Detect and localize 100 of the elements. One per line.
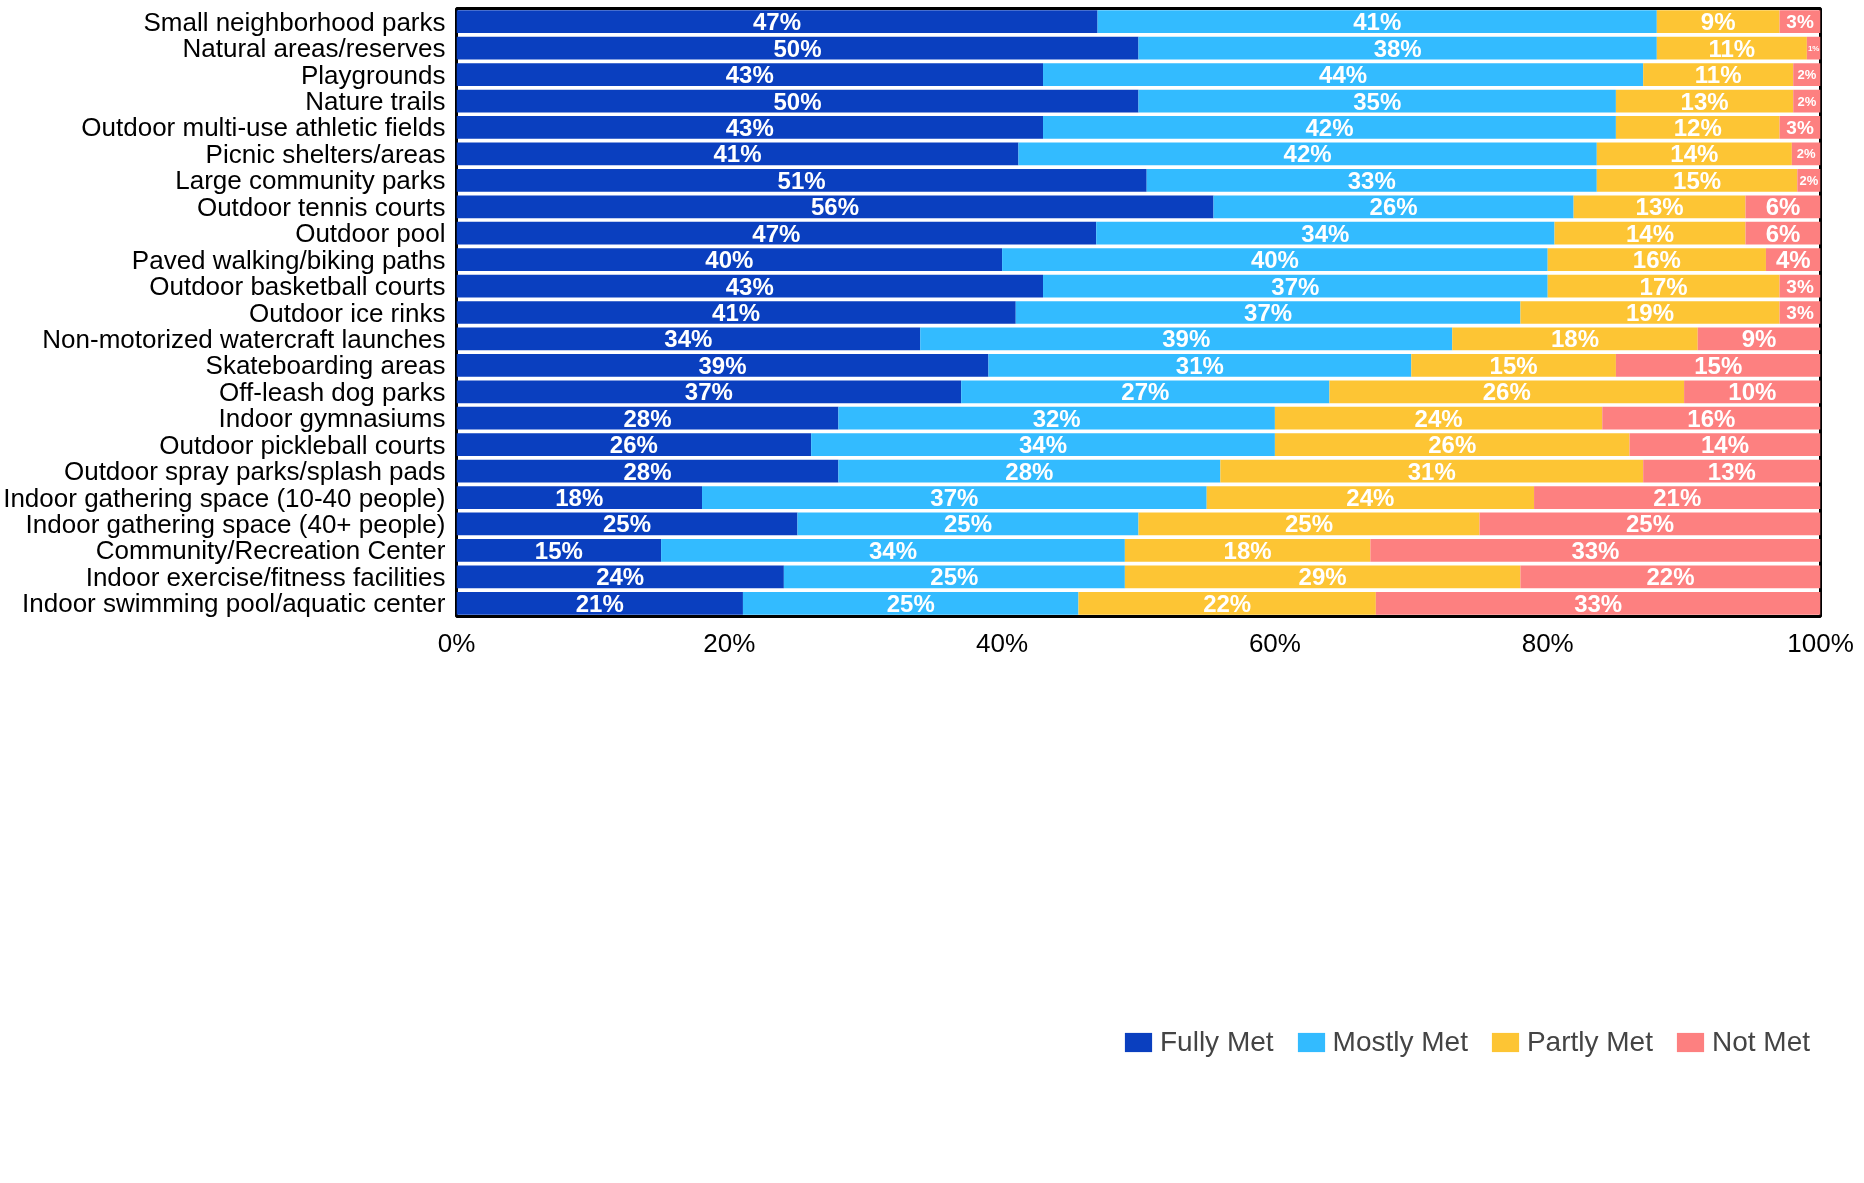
bar [456,591,743,615]
data-label: 28% [623,404,672,432]
data-label: 16% [1687,404,1736,432]
data-label: 16% [1632,246,1681,274]
data-label: 43% [725,272,774,300]
bar [1213,195,1574,219]
data-label: 6% [1765,219,1801,247]
bar [1097,10,1657,34]
data-label: 14% [1625,219,1675,247]
data-label: 33% [1571,536,1620,564]
bar [456,168,1147,192]
data-label: 14% [1701,431,1750,459]
bar [1043,274,1548,298]
data-label: 15% [534,536,583,564]
bar [1274,433,1630,457]
data-label: 50% [773,87,822,115]
data-label: 41% [712,299,761,326]
data-label: 9% [1700,8,1736,36]
data-label: 15% [1694,351,1743,379]
bar [456,354,989,377]
bar [1615,354,1821,377]
bar [1206,486,1535,509]
bar [456,221,1097,245]
bar [1124,539,1371,562]
data-label: 42% [1283,140,1332,168]
data-label: 50% [773,34,822,62]
data-label: 2% [1797,93,1817,109]
data-label: 43% [725,61,774,89]
bar [811,433,1275,457]
data-label: 27% [1121,378,1170,406]
bar [961,380,1330,404]
data-label: 25% [930,563,979,591]
data-label: 40% [1250,246,1299,274]
y-tick-label: Small neighborhood parks [143,6,446,37]
bar [1124,565,1521,589]
bar [742,591,1079,615]
bar [838,406,1275,430]
bar [1375,591,1821,615]
legend-label: Not Met [1711,1026,1810,1058]
data-label: 25% [1284,510,1334,538]
data-label: 28% [623,457,672,485]
data-label: 34% [1301,219,1350,247]
data-label: 37% [684,378,733,406]
bar [456,486,703,509]
bar [1411,354,1616,377]
data-label: 40% [705,246,754,274]
data-label: 32% [1032,404,1081,432]
data-label: 34% [1019,431,1068,459]
bar [783,565,1125,589]
data-label: 37% [930,484,979,512]
bar [456,406,839,430]
data-label: 9% [1741,325,1777,353]
bar [1596,168,1798,192]
data-label: 29% [1298,563,1347,591]
data-label: 38% [1373,34,1422,62]
bar [1096,221,1555,245]
bar [456,195,1214,219]
x-tick-label: 0% [437,627,476,658]
bar [661,539,1125,562]
data-label: 13% [1680,87,1729,115]
data-label: 43% [725,113,774,141]
bar [1534,486,1821,509]
data-label: 26% [1369,193,1418,221]
data-label: 19% [1625,299,1675,326]
bar [456,89,1139,113]
data-label: 11% [1708,34,1756,62]
data-label: 3% [1786,11,1814,33]
bar [456,433,812,457]
legend-label: Partly Met [1526,1026,1653,1058]
bar [1138,36,1657,60]
data-label: 25% [1625,510,1675,538]
bar [1078,591,1376,615]
bar [456,274,1044,298]
bar [1370,539,1821,562]
legend-label: Fully Met [1160,1026,1274,1058]
bar [1554,221,1746,245]
x-tick-label: 20% [703,627,756,658]
bar [1018,142,1597,166]
data-label: 41% [1353,8,1402,36]
data-label: 14% [1670,140,1719,168]
bar [456,512,798,536]
data-label: 47% [752,219,801,247]
data-label: 21% [575,589,624,617]
bar [456,539,662,562]
data-label: 18% [555,484,604,512]
data-label: 28% [1005,457,1054,485]
bar [1479,512,1821,536]
data-label: 18% [1223,536,1272,564]
data-label: 21% [1653,484,1702,512]
data-label: 26% [1428,431,1477,459]
data-label: 33% [1574,589,1623,617]
bar [1629,433,1821,457]
legend-label: Mostly Met [1332,1026,1468,1058]
data-label: 4% [1775,246,1811,274]
bar [797,512,1139,536]
data-label: 10% [1728,378,1777,406]
bar [1043,63,1644,86]
bar [1138,512,1480,536]
data-label: 15% [1673,166,1722,194]
data-label: 6% [1765,193,1801,221]
